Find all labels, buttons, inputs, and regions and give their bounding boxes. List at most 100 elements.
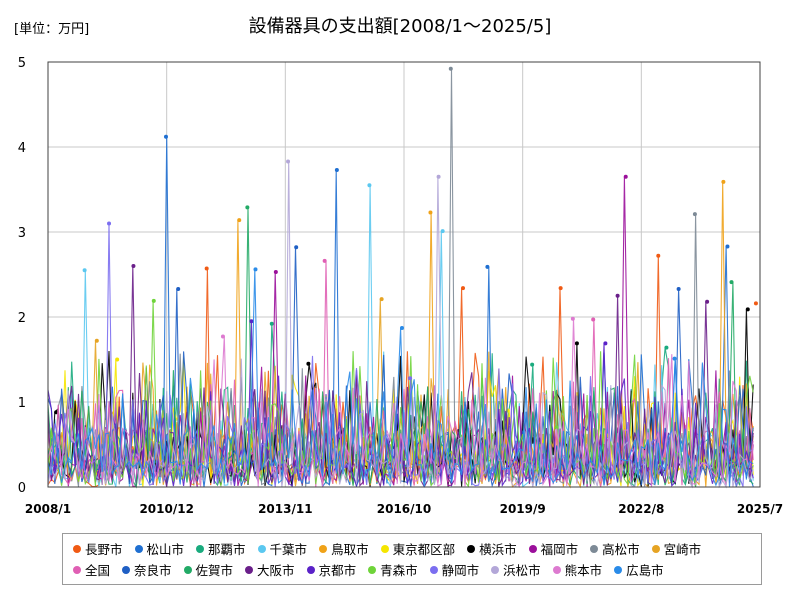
legend-item: 鳥取市 [319, 538, 369, 559]
legend-item: 静岡市 [429, 559, 480, 580]
legend-marker [614, 565, 623, 574]
legend-label: 千葉市 [269, 542, 308, 557]
legend-item: 京都市 [306, 559, 357, 580]
peak-point [428, 210, 433, 215]
peak-point [273, 269, 278, 274]
legend-marker [196, 544, 205, 553]
peak-point [530, 362, 535, 367]
y-tick-label: 4 [18, 141, 26, 156]
peak-point [253, 267, 258, 272]
peak-point [220, 334, 225, 339]
unit-label: [単位：万円] [14, 22, 90, 37]
peak-point [151, 298, 156, 303]
peak-point [249, 319, 254, 324]
peak-point [82, 268, 87, 273]
legend-item: 長野市 [73, 538, 123, 559]
legend-item: 熊本市 [552, 559, 603, 580]
y-tick-label: 3 [18, 226, 26, 241]
peak-point [436, 174, 441, 179]
peak-point [107, 221, 112, 226]
legend-marker [368, 565, 377, 574]
axes: 0 1 2 3 4 5 2008/1 2010/12 2013/11 2016/10 2019/9 2… [18, 56, 783, 516]
peak-point [94, 338, 99, 343]
peak-point [554, 425, 559, 430]
legend-marker [257, 544, 266, 553]
peak-point [54, 410, 59, 415]
peak-point [729, 280, 734, 285]
peak-point [623, 174, 628, 179]
legend-label: 東京都区部 [392, 542, 456, 557]
y-tick-label: 5 [18, 56, 26, 71]
legend-label: 浜松市 [503, 563, 541, 578]
legend-marker [306, 565, 315, 574]
peak-point [672, 356, 677, 361]
legend-label: 広島市 [626, 563, 664, 578]
peak-point [269, 321, 274, 326]
legend-marker [491, 565, 500, 574]
legend-marker [319, 544, 328, 553]
legend-label: 松山市 [146, 542, 185, 557]
peak-point [408, 376, 413, 381]
legend-item: 青森市 [368, 559, 418, 580]
peak-point [115, 357, 120, 362]
peak-point [725, 244, 730, 249]
y-tick-label: 1 [18, 396, 26, 411]
peak-point [286, 159, 291, 164]
peak-point [204, 266, 209, 271]
peak-point [440, 229, 445, 234]
peak-point [367, 183, 372, 188]
legend-marker [183, 565, 192, 574]
legend-item: 那覇市 [196, 538, 246, 559]
legend-label: 大阪市 [257, 563, 295, 578]
legend-marker [73, 565, 81, 574]
peak-point [306, 361, 311, 366]
legend-marker [245, 565, 254, 574]
peak-point [570, 316, 575, 321]
peak-point [574, 341, 579, 346]
peak-point [245, 205, 250, 210]
legend-item: 東京都区部 [380, 538, 456, 559]
legend-label: 青森市 [380, 563, 418, 578]
legend: 長野市 松山市 那覇市 千葉市 鳥取市 東京都区部 横浜市 福岡市 高松市 宮崎市 全国 奈良市 佐賀市… [62, 533, 762, 585]
x-tick-label: 2013/11 [258, 502, 312, 516]
peak-point [656, 253, 661, 258]
legend-label: 京都市 [318, 563, 357, 578]
legend-label: 鳥取市 [331, 542, 369, 557]
legend-item: 広島市 [614, 559, 664, 580]
legend-item: 福岡市 [528, 538, 579, 559]
peak-point [322, 258, 327, 263]
x-tick-label: 2008/1 [25, 502, 71, 516]
legend-item: 浜松市 [491, 559, 541, 580]
peak-point [237, 218, 242, 223]
peak-point [692, 212, 697, 217]
peak-point [664, 345, 669, 350]
legend-marker [590, 544, 599, 553]
peak-point [176, 286, 181, 291]
legend-label: 福岡市 [540, 542, 579, 557]
legend-marker [380, 544, 389, 553]
legend-marker [552, 565, 561, 574]
peak-point [131, 264, 136, 268]
peak-point [379, 297, 384, 302]
legend-marker [467, 544, 476, 553]
peak-point [448, 66, 453, 71]
peak-point [705, 299, 710, 304]
series-line [47, 161, 754, 489]
legend-label: 横浜市 [479, 542, 517, 557]
peak-point [676, 286, 681, 291]
x-tick-label: 2010/12 [139, 502, 193, 516]
peak-point [334, 167, 339, 172]
peak-point [721, 179, 726, 184]
legend-item: 千葉市 [257, 538, 308, 559]
legend-label: 那覇市 [208, 542, 246, 557]
legend-label: 静岡市 [441, 563, 480, 578]
legend-item: 高松市 [590, 538, 640, 559]
legend-item: 奈良市 [122, 559, 172, 580]
series-line [47, 300, 754, 488]
legend-item: 横浜市 [467, 538, 517, 559]
legend-label: 熊本市 [564, 563, 603, 578]
y-tick-label: 2 [18, 311, 26, 326]
y-tick-label: 0 [18, 481, 26, 496]
legend-marker [528, 544, 537, 553]
legend-label: 高松市 [602, 542, 640, 557]
